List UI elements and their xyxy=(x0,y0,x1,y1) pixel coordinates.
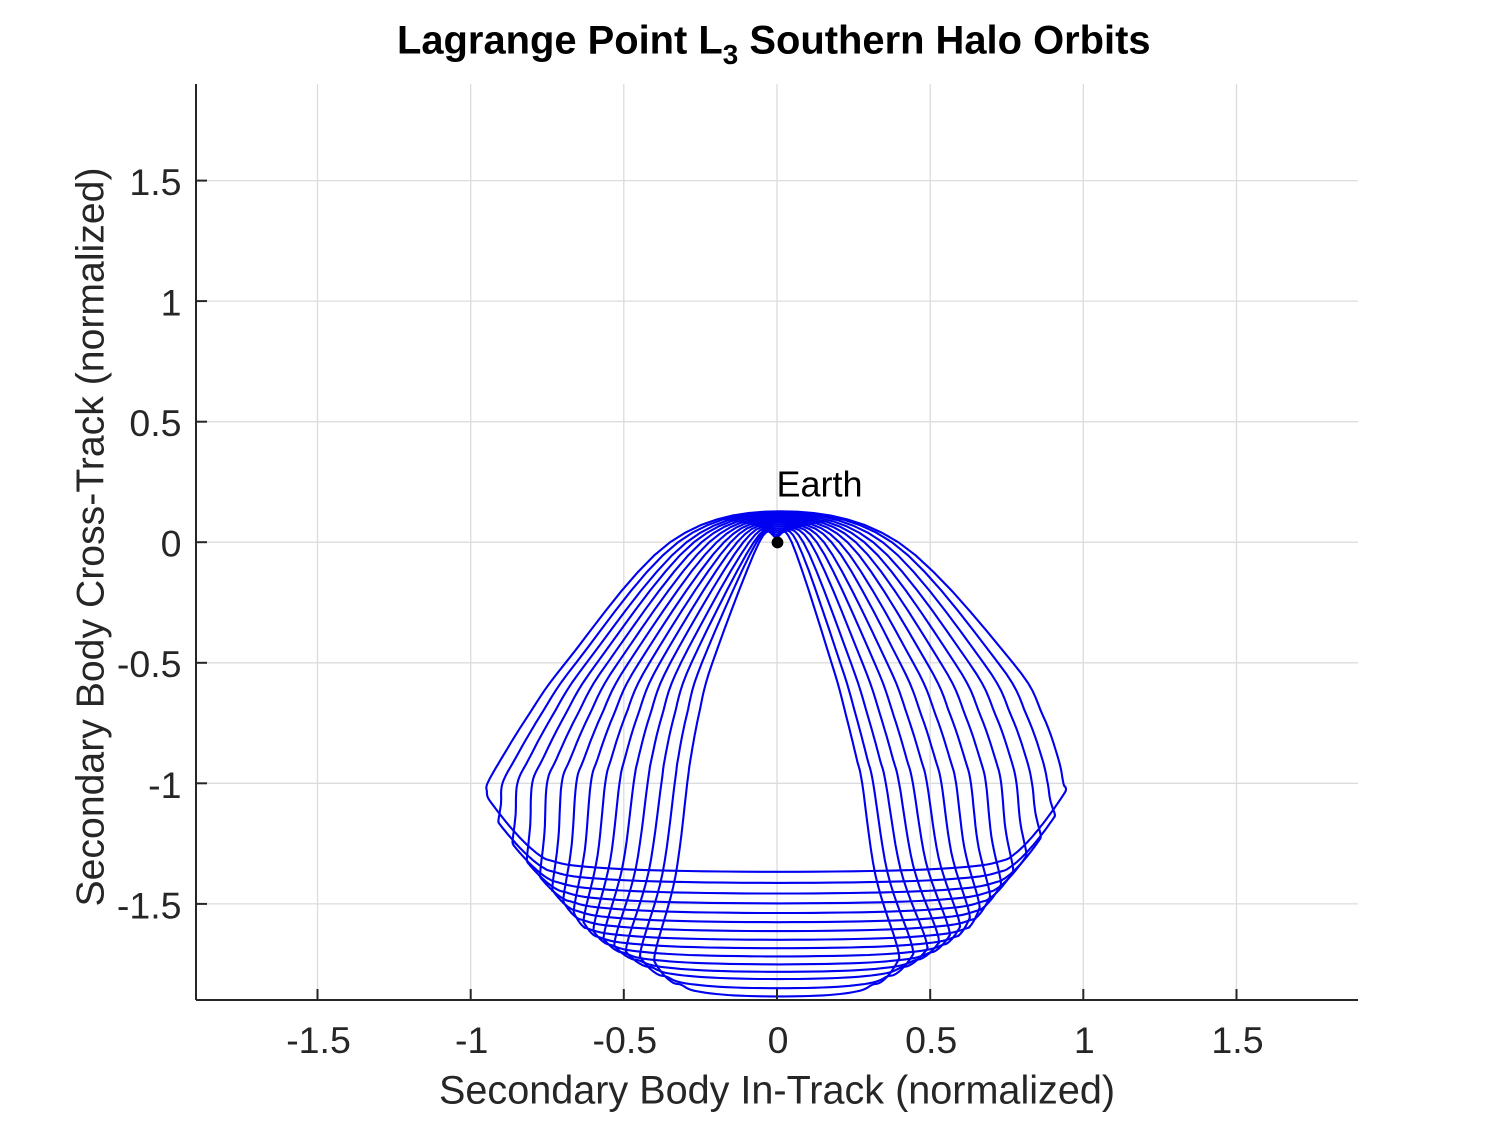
svg-text:0: 0 xyxy=(161,523,182,565)
svg-text:-0.5: -0.5 xyxy=(117,643,182,685)
svg-text:Earth: Earth xyxy=(777,463,863,504)
svg-text:Secondary Body Cross-Track (no: Secondary Body Cross-Track (normalized) xyxy=(70,168,113,907)
svg-text:0.5: 0.5 xyxy=(129,402,181,444)
svg-text:-1.5: -1.5 xyxy=(117,884,182,926)
svg-text:1.5: 1.5 xyxy=(129,161,181,203)
svg-text:-1: -1 xyxy=(455,1019,488,1061)
svg-text:0.5: 0.5 xyxy=(905,1019,957,1061)
svg-text:Lagrange Point L3 Southern Hal: Lagrange Point L3 Southern Halo Orbits xyxy=(397,19,1151,70)
svg-text:0: 0 xyxy=(768,1019,789,1061)
svg-text:1.5: 1.5 xyxy=(1211,1019,1263,1061)
svg-text:-0.5: -0.5 xyxy=(592,1019,657,1061)
svg-text:1: 1 xyxy=(1074,1019,1095,1061)
svg-text:-1: -1 xyxy=(148,764,181,806)
svg-text:1: 1 xyxy=(161,282,182,324)
svg-text:-1.5: -1.5 xyxy=(286,1019,351,1061)
svg-text:Secondary Body In-Track (norma: Secondary Body In-Track (normalized) xyxy=(439,1068,1115,1112)
